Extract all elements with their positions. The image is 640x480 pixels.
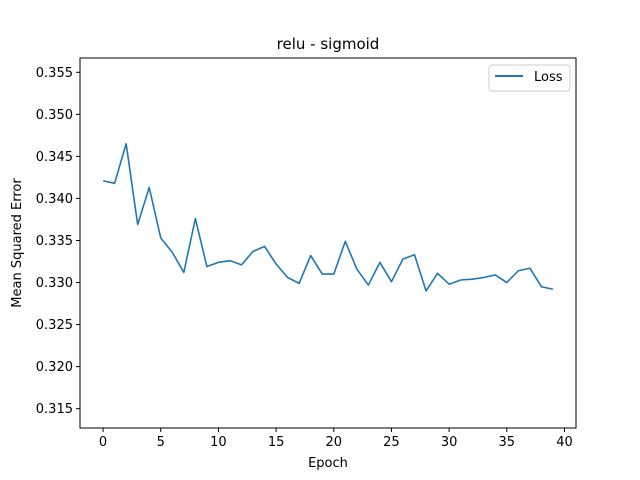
axis-ticks: 0 5 10 15 20 25 30 35 40 0.315 0.320 0.325 0.330 0.33… xyxy=(36,66,573,450)
x-tick-label: 5 xyxy=(157,435,165,450)
chart-title: relu - sigmoid xyxy=(277,35,380,53)
y-tick-label: 0.355 xyxy=(36,66,73,81)
series-line-loss xyxy=(102,142,554,292)
y-tick-label: 0.330 xyxy=(36,276,73,291)
legend-label-loss: Loss xyxy=(534,70,563,85)
y-tick-label: 0.335 xyxy=(36,234,73,249)
y-tick-label: 0.320 xyxy=(36,360,73,375)
y-tick-label: 0.350 xyxy=(36,108,73,123)
x-axis-label: Epoch xyxy=(308,456,348,471)
plot-frame xyxy=(79,57,577,429)
x-tick-label: 30 xyxy=(441,435,458,450)
x-tick-label: 15 xyxy=(268,435,285,450)
y-axis-label: Mean Squared Error xyxy=(10,178,25,308)
y-tick-label: 0.340 xyxy=(36,192,73,207)
x-tick-label: 35 xyxy=(499,435,516,450)
x-tick-label: 20 xyxy=(325,435,342,450)
x-tick-label: 10 xyxy=(210,435,227,450)
legend: Loss xyxy=(488,64,571,92)
y-tick-label: 0.345 xyxy=(36,150,73,165)
x-tick-label: 40 xyxy=(556,435,573,450)
y-tick-label: 0.315 xyxy=(36,402,73,417)
series-group xyxy=(102,142,554,292)
y-tick-label: 0.325 xyxy=(36,318,73,333)
legend-box xyxy=(488,64,571,92)
x-tick-label: 0 xyxy=(99,435,107,450)
x-tick-label: 25 xyxy=(383,435,400,450)
